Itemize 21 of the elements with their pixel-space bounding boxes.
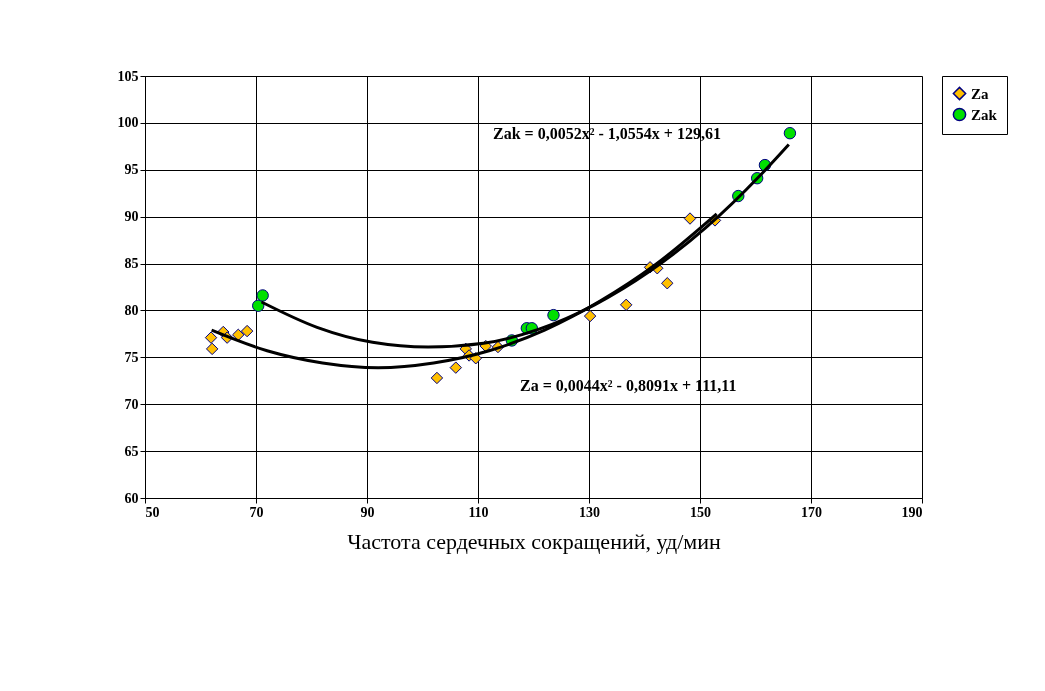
y-tick-label: 95 <box>124 162 139 178</box>
y-tick-label: 65 <box>124 443 139 459</box>
x-tick-label: 110 <box>468 504 489 520</box>
x-tick-label: 130 <box>579 504 600 520</box>
x-tick-label: 50 <box>145 504 160 520</box>
y-tick-label: 80 <box>124 302 139 318</box>
y-tick-label: 105 <box>117 68 139 84</box>
x-tick-label: 70 <box>249 504 264 520</box>
x-tick-label: 170 <box>801 504 822 520</box>
x-tick-label: 190 <box>901 504 923 520</box>
y-tick-label: 60 <box>124 490 139 506</box>
y-tick-label: 70 <box>124 396 139 412</box>
x-axis-title: Частота сердечных сокращений, уд/мин <box>347 528 722 554</box>
y-tick-label: 85 <box>124 256 139 272</box>
legend-label: Zak <box>971 106 998 123</box>
y-tick-label: 100 <box>117 115 139 131</box>
x-tick-label: 90 <box>360 504 375 520</box>
x-tick-label: 150 <box>690 504 711 520</box>
y-tick-label: 90 <box>124 209 139 225</box>
legend-label: Za <box>971 85 989 102</box>
y-tick-label: 75 <box>124 349 139 365</box>
